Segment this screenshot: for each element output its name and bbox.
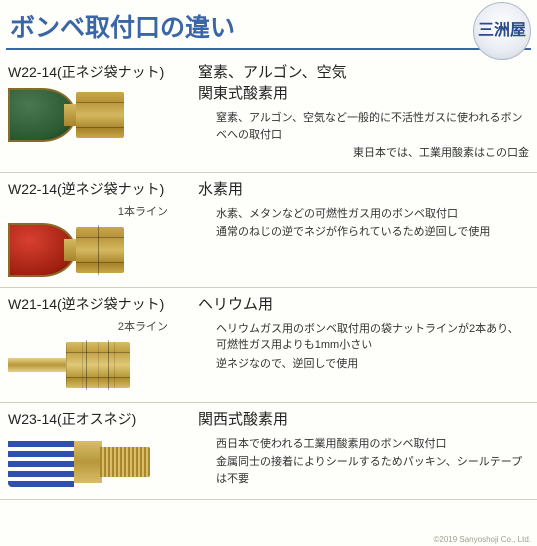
fitting-right-col: 水素用 水素、メタンなどの可燃性ガス用のボンベ取付口 通常のねじの逆でネジが作ら… [188,179,529,279]
desc-line: 通常のねじの逆でネジが作られているため逆回しで使用 [216,224,529,241]
brand-logo-text: 三洲屋 [478,23,526,39]
fitting-row: W23-14(正オスネジ) 関西式酸素用 西日本で使われる工業用酸素用のボンベ取… [0,403,537,500]
fitting-code: W23-14(正オスネジ) [8,409,188,429]
brand-logo: 三洲屋 [473,2,531,60]
copyright-text: ©2019 Sanyoshoji Co., Ltd. [433,535,531,544]
fitting-description: 西日本で使われる工業用酸素用のボンベ取付口 金属同士の接着によりシールするためパ… [198,436,529,488]
fitting-description: 窒素、アルゴン、空気など一般的に不活性ガスに使われるボンベへの取付口 東日本では… [198,110,529,162]
fitting-code: W22-14(逆ネジ袋ナット) [8,179,188,199]
fitting-illustration [8,336,188,394]
gas-type: 窒素、アルゴン、空気 関東式酸素用 [198,62,529,104]
gas-line2: 関東式酸素用 [198,85,288,102]
pipe-icon [8,358,66,372]
desc-line: 西日本で使われる工業用酸素用のボンベ取付口 [216,436,529,453]
gas-line1: 窒素、アルゴン、空気 [198,64,347,81]
fitting-left-col: W21-14(逆ネジ袋ナット) 2本ライン [8,294,188,394]
title-underline [6,48,531,50]
desc-line: 窒素、アルゴン、空気など一般的に不活性ガスに使われるボンベへの取付口 [216,110,529,143]
desc-line: 東日本では、工業用酸素はこの口金 [216,145,529,162]
blue-grip-icon [8,437,74,487]
fitting-description: 水素、メタンなどの可燃性ガス用のボンベ取付口 通常のねじの逆でネジが作られている… [198,206,529,241]
single-groove-icon [98,225,99,275]
fitting-right-col: 窒素、アルゴン、空気 関東式酸素用 窒素、アルゴン、空気など一般的に不活性ガスに… [188,62,529,164]
double-groove-icon [86,340,87,390]
fitting-row: W21-14(逆ネジ袋ナット) 2本ライン ヘリウム用 ヘリウムガス用のボンベ取… [0,288,537,403]
desc-line: 逆ネジなので、逆回しで使用 [216,356,529,373]
gas-type: 水素用 [198,179,529,200]
gas-type: 関西式酸素用 [198,409,529,430]
fitting-note: 2本ライン [8,318,188,334]
fitting-right-col: ヘリウム用 ヘリウムガス用のボンベ取付用の袋ナットラインが2本あり、可燃性ガス用… [188,294,529,394]
desc-line: ヘリウムガス用のボンベ取付用の袋ナットラインが2本あり、可燃性ガス用よりも1mm… [216,321,529,354]
gas-type: ヘリウム用 [198,294,529,315]
fitting-illustration [8,221,188,279]
hex-nut-icon [76,92,124,138]
desc-line: 水素、メタンなどの可燃性ガス用のボンベ取付口 [216,206,529,223]
hex-nut-icon [76,227,124,273]
fitting-illustration [8,86,188,144]
fitting-code: W21-14(逆ネジ袋ナット) [8,294,188,314]
fitting-right-col: 関西式酸素用 西日本で使われる工業用酸素用のボンベ取付口 金属同士の接着によりシ… [188,409,529,491]
fitting-left-col: W23-14(正オスネジ) [8,409,188,491]
fitting-row: W22-14(逆ネジ袋ナット) 1本ライン 水素用 水素、メタンなどの可燃性ガス… [0,173,537,288]
male-hex-icon [74,441,102,483]
hex-nut-double-icon [66,342,130,388]
male-thread-icon [100,447,150,477]
fitting-left-col: W22-14(逆ネジ袋ナット) 1本ライン [8,179,188,279]
double-groove-icon [108,340,109,390]
fitting-left-col: W22-14(正ネジ袋ナット) [8,62,188,164]
page-title: ボンベ取付口の違い [0,0,537,48]
fitting-illustration [8,433,188,491]
fitting-code: W22-14(正ネジ袋ナット) [8,62,188,82]
fitting-row: W22-14(正ネジ袋ナット) 窒素、アルゴン、空気 関東式酸素用 窒素、アルゴ… [0,56,537,173]
desc-line: 金属同士の接着によりシールするためパッキン、シールテープは不要 [216,454,529,487]
fitting-note: 1本ライン [8,203,188,219]
fitting-description: ヘリウムガス用のボンベ取付用の袋ナットラインが2本あり、可燃性ガス用よりも1mm… [198,321,529,373]
